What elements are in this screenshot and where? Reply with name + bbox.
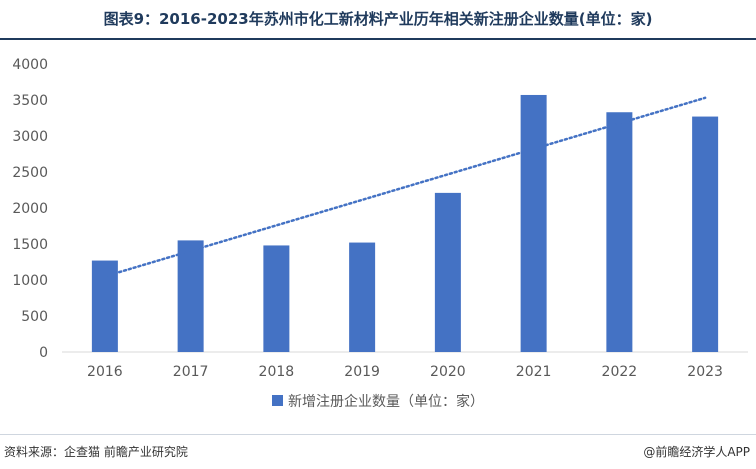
x-tick-label: 2021 bbox=[516, 364, 552, 380]
legend-label: 新增注册企业数量（单位：家） bbox=[288, 393, 484, 410]
bar bbox=[606, 112, 633, 353]
bar bbox=[263, 245, 290, 352]
y-tick-label: 1000 bbox=[12, 273, 48, 289]
bar bbox=[692, 116, 719, 352]
footer-divider bbox=[0, 434, 756, 435]
x-tick-label: 2019 bbox=[344, 364, 380, 380]
x-tick-label: 2017 bbox=[173, 364, 209, 380]
x-tick-label: 2018 bbox=[259, 364, 295, 380]
y-tick-label: 4000 bbox=[12, 57, 48, 73]
brand-credit: @前瞻经济学人APP bbox=[643, 445, 750, 459]
y-tick-label: 0 bbox=[39, 345, 48, 361]
x-tick-label: 2022 bbox=[602, 364, 638, 380]
source-note: 资料来源：企查猫 前瞻产业研究院 bbox=[4, 445, 188, 459]
bar bbox=[434, 192, 461, 352]
bar bbox=[177, 240, 204, 352]
bar bbox=[349, 242, 376, 352]
bar-chart: 0 500 1000 1500 2000 2500 3000 3500 4000 2016 2017… bbox=[12, 57, 748, 410]
x-tick-label: 2023 bbox=[687, 364, 723, 380]
x-tick-label: 2016 bbox=[87, 364, 123, 380]
y-tick-label: 2500 bbox=[12, 165, 48, 181]
x-tick-label: 2020 bbox=[430, 364, 466, 380]
chart-title: 图表9：2016-2023年苏州市化工新材料产业历年相关新注册企业数量(单位：家… bbox=[103, 10, 653, 28]
y-tick-label: 2000 bbox=[12, 201, 48, 217]
legend-swatch bbox=[272, 395, 283, 406]
title-divider bbox=[0, 38, 756, 40]
trendline bbox=[103, 96, 707, 278]
y-tick-label: 1500 bbox=[12, 237, 48, 253]
y-tick-label: 3000 bbox=[12, 129, 48, 145]
y-tick-label: 500 bbox=[21, 309, 48, 325]
bar bbox=[520, 94, 547, 353]
y-tick-label: 3500 bbox=[12, 93, 48, 109]
